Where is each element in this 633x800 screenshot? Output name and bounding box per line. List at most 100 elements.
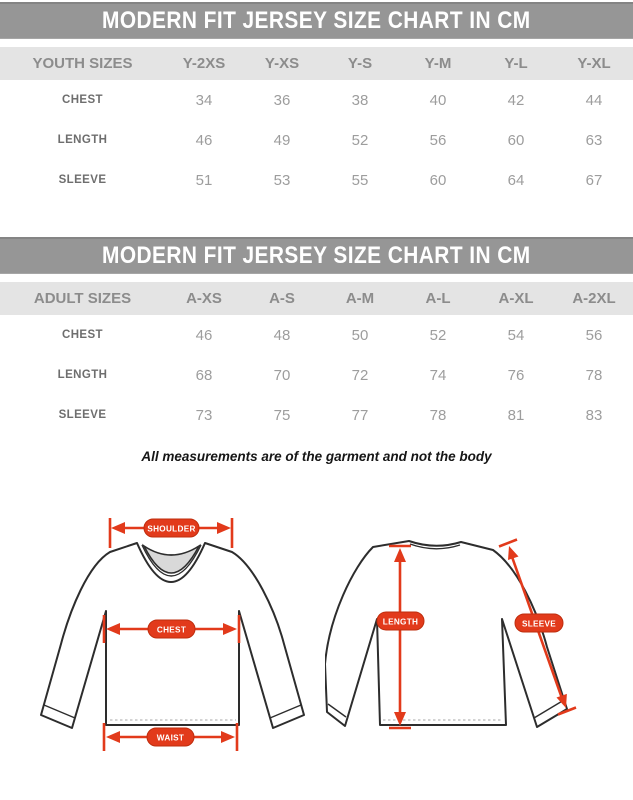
collar-band [141, 544, 202, 577]
row-label: LENGTH [57, 369, 108, 381]
youth-col-header-yxl: Y-XL [577, 55, 611, 72]
arrowhead-right-icon [221, 731, 235, 743]
chest-pill-label: CHEST [157, 626, 186, 635]
shoulder-pill [143, 518, 200, 538]
sleeve-pill [514, 613, 564, 633]
shoulder-pill-label: SHOULDER [147, 525, 195, 534]
left-cuff-seam [43, 704, 76, 719]
youth-sleeve-row: SLEEVE 51 53 55 60 64 67 [0, 160, 633, 200]
cell-value: 46 [195, 131, 213, 149]
waist-measurement: WAIST [102, 723, 239, 751]
arrowhead-down-icon [394, 712, 406, 726]
jersey-back-outline-icon [325, 540, 568, 728]
row-label: SLEEVE [58, 174, 107, 186]
youth-col-header-ym: Y-M [424, 55, 452, 72]
youth-size-chart-section: MODERN FIT JERSEY SIZE CHART IN CM YOUTH… [0, 2, 633, 200]
cell-value: 76 [507, 366, 525, 384]
cell-value: 67 [585, 171, 603, 189]
cell-value: 46 [195, 326, 213, 344]
arrowhead-left-icon [111, 522, 125, 534]
sleeve-pill-label: SLEEVE [522, 620, 556, 629]
cell-value: 54 [507, 326, 525, 344]
cell-value: 40 [429, 91, 447, 109]
youth-col-header-yxs: Y-XS [264, 55, 300, 72]
adult-col-header-axs: A-XS [186, 290, 222, 307]
cell-value: 73 [195, 406, 213, 424]
youth-col-header-ys: Y-S [347, 55, 373, 72]
cell-value: 34 [195, 91, 213, 109]
cell-value: 78 [429, 406, 447, 424]
arrowhead-left-icon [106, 731, 120, 743]
adult-col-header-am: A-M [345, 290, 375, 307]
youth-table-header-row: YOUTH SIZES Y-2XS Y-XS Y-S Y-M Y-L Y-XL [0, 47, 633, 80]
length-measurement: LENGTH [376, 544, 425, 730]
cell-value: 81 [507, 406, 525, 424]
cell-value: 64 [507, 171, 525, 189]
cell-value: 36 [273, 91, 291, 109]
cell-value: 60 [429, 171, 447, 189]
row-label: SLEEVE [58, 409, 107, 421]
arrowhead-down-icon [556, 693, 567, 708]
cell-value: 75 [273, 406, 291, 424]
adult-sleeve-row: SLEEVE 73 75 77 78 81 83 [0, 395, 633, 435]
cell-value: 63 [585, 131, 603, 149]
adult-col-header-a2xl: A-2XL [572, 290, 616, 307]
jersey-front-diagram: SHOULDER CHEST WAIST [40, 518, 305, 751]
adult-chart-title-bar: MODERN FIT JERSEY SIZE CHART IN CM [0, 237, 633, 274]
adult-chart-title: MODERN FIT JERSEY SIZE CHART IN CM [102, 242, 531, 269]
adult-table-header-row: ADULT SIZES A-XS A-S A-M A-L A-XL A-2XL [0, 282, 633, 315]
jersey-back-diagram: LENGTH SLEEVE [325, 538, 577, 730]
cell-value: 55 [351, 171, 369, 189]
cell-value: 56 [429, 131, 447, 149]
adult-size-chart-section: MODERN FIT JERSEY SIZE CHART IN CM ADULT… [0, 237, 633, 435]
cell-value: 52 [351, 131, 369, 149]
adult-size-table: ADULT SIZES A-XS A-S A-M A-L A-XL A-2XL … [0, 282, 633, 435]
cell-value: 72 [351, 366, 369, 384]
cell-value: 56 [585, 326, 603, 344]
row-label: CHEST [62, 329, 103, 341]
row-label: LENGTH [57, 134, 108, 146]
youth-size-table: YOUTH SIZES Y-2XS Y-XS Y-S Y-M Y-L Y-XL … [0, 47, 633, 200]
cell-value: 42 [507, 91, 525, 109]
arrowhead-right-icon [217, 522, 231, 534]
cell-value: 52 [429, 326, 447, 344]
arrowhead-left-icon [106, 623, 120, 635]
cell-value: 60 [507, 131, 525, 149]
sleeve-measurement: SLEEVE [498, 538, 577, 716]
cell-value: 38 [351, 91, 369, 109]
youth-col-header-y2xs: Y-2XS [182, 55, 226, 72]
shoulder-measurement: SHOULDER [108, 518, 234, 548]
arrowhead-up-icon [508, 546, 519, 560]
waist-pill-label: WAIST [157, 734, 184, 743]
adult-group-label: ADULT SIZES [33, 290, 132, 307]
collar-band [409, 543, 461, 550]
adult-col-header-as: A-S [269, 290, 295, 307]
length-pill-label: LENGTH [383, 618, 418, 627]
left-cuff-seam [327, 703, 347, 718]
arrowhead-right-icon [223, 623, 237, 635]
length-pill [376, 611, 425, 631]
youth-chart-title-bar: MODERN FIT JERSEY SIZE CHART IN CM [0, 2, 633, 39]
chest-pill [147, 619, 196, 639]
cell-value: 50 [351, 326, 369, 344]
measurement-note: All measurements are of the garment and … [141, 449, 492, 464]
arrowhead-up-icon [394, 548, 406, 562]
youth-chest-row: CHEST 34 36 38 40 42 44 [0, 80, 633, 120]
adult-col-header-axl: A-XL [498, 290, 534, 307]
right-cuff-seam [533, 699, 565, 719]
cell-value: 70 [273, 366, 291, 384]
cell-value: 44 [585, 91, 603, 109]
youth-length-row: LENGTH 46 49 52 56 60 63 [0, 120, 633, 160]
youth-chart-title: MODERN FIT JERSEY SIZE CHART IN CM [102, 7, 531, 34]
cell-value: 74 [429, 366, 447, 384]
waist-pill [146, 727, 195, 747]
cell-value: 83 [585, 406, 603, 424]
cell-value: 48 [273, 326, 291, 344]
neck-opening [141, 543, 202, 574]
cell-value: 53 [273, 171, 291, 189]
youth-group-label: YOUTH SIZES [32, 55, 133, 72]
adult-length-row: LENGTH 68 70 72 74 76 78 [0, 355, 633, 395]
cell-value: 68 [195, 366, 213, 384]
right-cuff-seam [269, 704, 302, 719]
